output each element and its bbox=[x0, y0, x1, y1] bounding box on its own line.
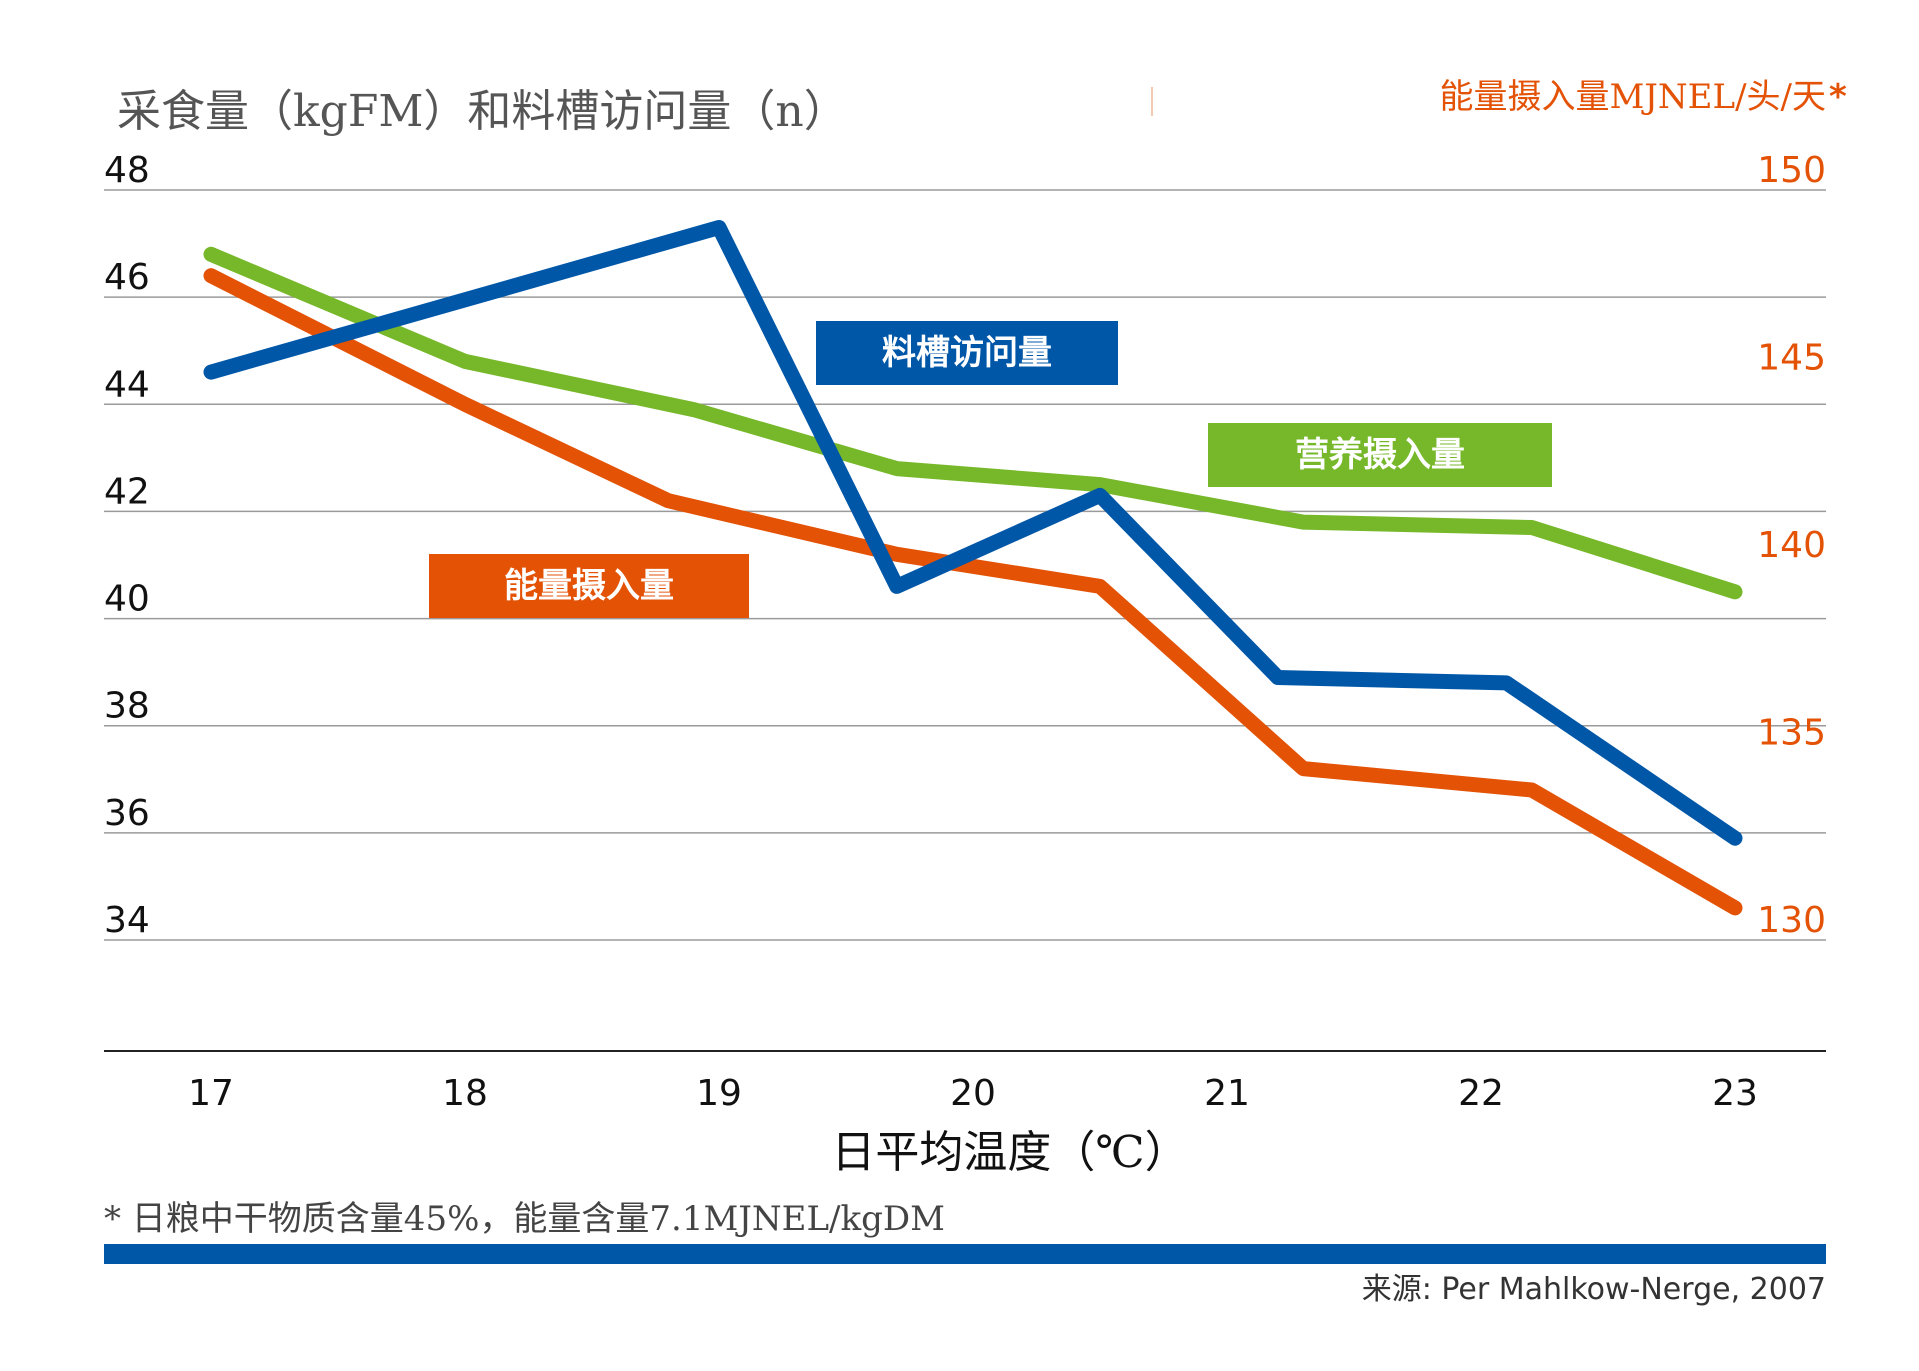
x-tick-label: 22 bbox=[1458, 1073, 1504, 1114]
y-left-tick-label: 34 bbox=[104, 900, 150, 941]
y-left-tick-label: 40 bbox=[104, 579, 150, 620]
x-tick-label: 18 bbox=[442, 1073, 488, 1114]
y-axis-right: 150 145 140 135 130 bbox=[1757, 150, 1826, 941]
footnote: * 日粮中干物质含量45%，能量含量7.1MJNEL/kgDM bbox=[104, 1199, 945, 1239]
x-tick-label: 21 bbox=[1204, 1073, 1250, 1114]
y-axis-left: 48 46 44 42 40 38 36 34 bbox=[104, 150, 150, 941]
x-tick-label: 17 bbox=[188, 1073, 234, 1114]
x-tick-label: 20 bbox=[950, 1073, 996, 1114]
series-lines bbox=[203, 220, 1743, 916]
y-left-tick-label: 44 bbox=[104, 364, 150, 405]
y-left-tick-label: 38 bbox=[104, 686, 150, 727]
legend-box-energy-intake-bg bbox=[429, 554, 749, 618]
x-tick-label: 19 bbox=[696, 1073, 742, 1114]
gridlines bbox=[104, 189, 1826, 941]
legend-box-nutrient-intake-text: 营养摄入量 bbox=[1295, 435, 1465, 475]
chart-title-left: 采食量（kgFM）和料槽访问量（n） bbox=[117, 86, 848, 137]
x-axis: 17 18 19 20 21 22 23 bbox=[188, 1073, 1758, 1114]
chart-title-right-asterisk: * bbox=[1829, 77, 1847, 117]
x-tick-label: 23 bbox=[1712, 1073, 1758, 1114]
y-right-tick-label: 150 bbox=[1757, 150, 1826, 191]
y-right-tick-label: 130 bbox=[1757, 900, 1826, 941]
y-left-tick-label: 48 bbox=[104, 150, 150, 191]
source-credit: 来源: Per Mahlkow-Nerge, 2007 bbox=[1362, 1272, 1826, 1307]
chart-title-right: 能量摄入量MJNEL/头/天 bbox=[1439, 77, 1826, 117]
footer-bar bbox=[104, 1244, 1826, 1264]
y-left-tick-label: 42 bbox=[104, 471, 150, 512]
legend-box-nutrient-intake: 营养摄入量 bbox=[1208, 423, 1552, 487]
y-right-tick-label: 140 bbox=[1757, 525, 1826, 566]
y-left-tick-label: 46 bbox=[104, 257, 150, 298]
series-line-feeder-visits bbox=[203, 220, 1743, 846]
legend-box-energy-intake: 能量摄入量 bbox=[429, 554, 749, 618]
legend-box-feeder-visits-text: 料槽访问量 bbox=[882, 333, 1052, 373]
y-right-tick-label: 145 bbox=[1757, 338, 1826, 379]
legend-box-nutrient-intake-bg bbox=[1208, 423, 1552, 487]
legend-box-feeder-visits-bg bbox=[816, 321, 1118, 385]
legend-box-feeder-visits: 料槽访问量 bbox=[816, 321, 1118, 385]
legend-box-energy-intake-text: 能量摄入量 bbox=[504, 566, 674, 606]
x-axis-label: 日平均温度（℃） bbox=[831, 1127, 1188, 1178]
y-left-tick-label: 36 bbox=[104, 793, 150, 834]
series-line-energy-intake bbox=[203, 268, 1743, 916]
series-line-nutrient-intake bbox=[203, 246, 1743, 600]
y-right-tick-label: 135 bbox=[1757, 713, 1826, 754]
